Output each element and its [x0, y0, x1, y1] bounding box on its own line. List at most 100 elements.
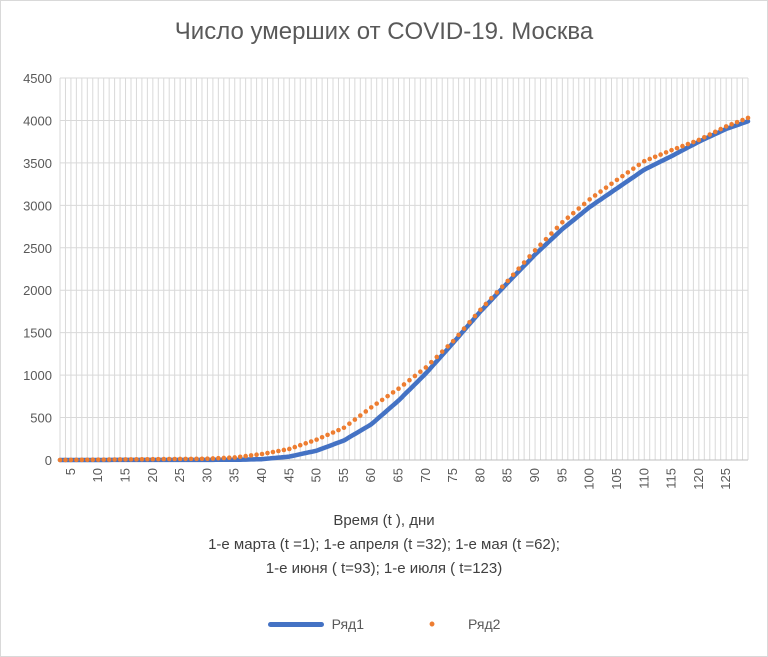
series-point-Ряд2	[631, 166, 636, 171]
series-point-Ряд2	[652, 154, 658, 160]
series-point-Ряд2	[647, 156, 653, 162]
series-point-Ряд2	[729, 121, 734, 127]
x-tick-label: 5	[63, 468, 78, 475]
series-point-Ряд2	[418, 369, 423, 375]
series-point-Ряд2	[352, 417, 358, 422]
x-tick-label: 80	[472, 468, 487, 482]
series-point-Ряд2	[379, 397, 385, 403]
x-axis-note-2: 1-е июня ( t=93); 1-е июля ( t=123)	[265, 560, 503, 577]
series-point-Ряд2	[85, 457, 90, 463]
series-point-Ряд2	[560, 220, 565, 225]
x-tick-label: 125	[718, 468, 733, 490]
series-point-Ряд2	[445, 344, 450, 349]
series-point-Ряд2	[434, 354, 440, 360]
series-point-Ряд2	[603, 185, 609, 190]
x-tick-label: 60	[363, 468, 378, 482]
series-point-Ряд2	[691, 139, 696, 145]
series-point-Ряд2	[669, 147, 674, 153]
series-point-Ряд2	[145, 456, 150, 462]
series-point-Ряд2	[177, 456, 183, 462]
series-point-Ряд2	[308, 439, 314, 444]
series-point-Ряд2	[641, 158, 647, 164]
y-tick-label: 500	[30, 411, 52, 426]
x-tick-label: 70	[418, 468, 433, 482]
series-point-Ряд2	[101, 457, 106, 462]
series-point-Ряд2	[216, 455, 221, 461]
series-point-Ряд2	[450, 338, 456, 344]
x-tick-label: 45	[281, 468, 296, 482]
series-point-Ряд2	[592, 193, 598, 198]
series-point-Ряд2	[74, 457, 79, 463]
x-tick-label: 115	[664, 468, 679, 489]
series-point-Ряд2	[543, 236, 549, 242]
series-point-Ряд2	[734, 119, 740, 125]
legend-item-series-1: Ряд1	[267, 616, 364, 632]
x-tick-label: 35	[227, 468, 242, 482]
series-point-Ряд2	[79, 457, 85, 463]
series-point-Ряд2	[188, 456, 194, 462]
series-point-Ряд2	[456, 332, 461, 338]
x-tick-label: 95	[554, 468, 569, 482]
x-axis-note-1: 1-е марта (t =1); 1-е апреля (t =32); 1-…	[208, 536, 560, 553]
series-point-Ряд2	[166, 456, 172, 462]
series-point-Ряд2	[336, 427, 341, 433]
series-point-Ряд2	[254, 452, 259, 458]
series-point-Ряд2	[396, 386, 401, 391]
series-point-Ряд2	[194, 456, 199, 462]
y-tick-label: 2500	[23, 241, 52, 256]
series-point-Ряд2	[374, 401, 379, 406]
series-point-Ряд2	[259, 451, 265, 457]
series-point-Ряд2	[90, 457, 96, 463]
series-point-Ряд2	[281, 447, 287, 453]
series-point-Ряд2	[707, 132, 713, 137]
series-point-Ряд2	[276, 448, 281, 454]
x-tick-label: 65	[391, 468, 406, 482]
x-tick-label: 40	[254, 468, 269, 482]
series-point-Ряд2	[412, 373, 418, 379]
series-point-Ряд2	[401, 382, 407, 387]
x-tick-label: 10	[90, 468, 105, 482]
series-point-Ряд2	[636, 162, 642, 168]
series-point-Ряд2	[221, 455, 227, 461]
series-point-Ряд2	[139, 456, 145, 462]
series-point-Ряд2	[696, 137, 702, 143]
x-tick-label: 20	[145, 468, 160, 482]
y-tick-label: 1500	[23, 326, 52, 341]
series-point-Ряд2	[527, 254, 532, 259]
series-point-Ряд2	[718, 126, 723, 132]
x-tick-label: 50	[309, 468, 324, 482]
legend-label-series-2: Ряд2	[468, 616, 501, 632]
series-point-Ряд2	[658, 152, 663, 157]
series-point-Ряд2	[745, 115, 751, 121]
series-point-Ряд2	[712, 129, 718, 135]
x-tick-label: 15	[118, 468, 133, 482]
series-point-Ряд2	[576, 206, 582, 211]
series-point-Ряд2	[685, 141, 691, 147]
x-tick-label: 90	[527, 468, 542, 482]
series-point-Ряд2	[483, 301, 489, 307]
series-point-Ряд2	[538, 242, 543, 248]
series-point-Ряд2	[521, 260, 527, 265]
series-point-Ряд2	[292, 444, 298, 450]
series-point-Ряд2	[674, 145, 680, 151]
series-point-Ряд2	[587, 197, 592, 202]
x-tick-label: 120	[691, 468, 706, 490]
x-tick-label: 55	[336, 468, 351, 482]
series-point-Ряд2	[663, 150, 669, 155]
series-point-Ряд2	[243, 453, 248, 459]
series-point-Ряд2	[499, 284, 505, 289]
legend: Ряд1 • Ряд2	[0, 614, 768, 634]
series-point-Ряд2	[620, 173, 625, 179]
series-point-Ряд2	[117, 457, 123, 462]
series-point-Ряд2	[199, 456, 205, 462]
series-point-Ряд2	[128, 457, 134, 462]
series-point-Ряд2	[57, 457, 63, 463]
chart-title: Число умерших от COVID-19. Москва	[174, 18, 594, 45]
y-tick-label: 2000	[23, 283, 52, 298]
y-tick-label: 3000	[23, 198, 52, 213]
series-point-Ряд2	[95, 457, 101, 462]
legend-swatch-dots: •	[428, 614, 436, 634]
series-point-Ряд2	[63, 457, 68, 463]
series-point-Ряд2	[155, 456, 161, 462]
